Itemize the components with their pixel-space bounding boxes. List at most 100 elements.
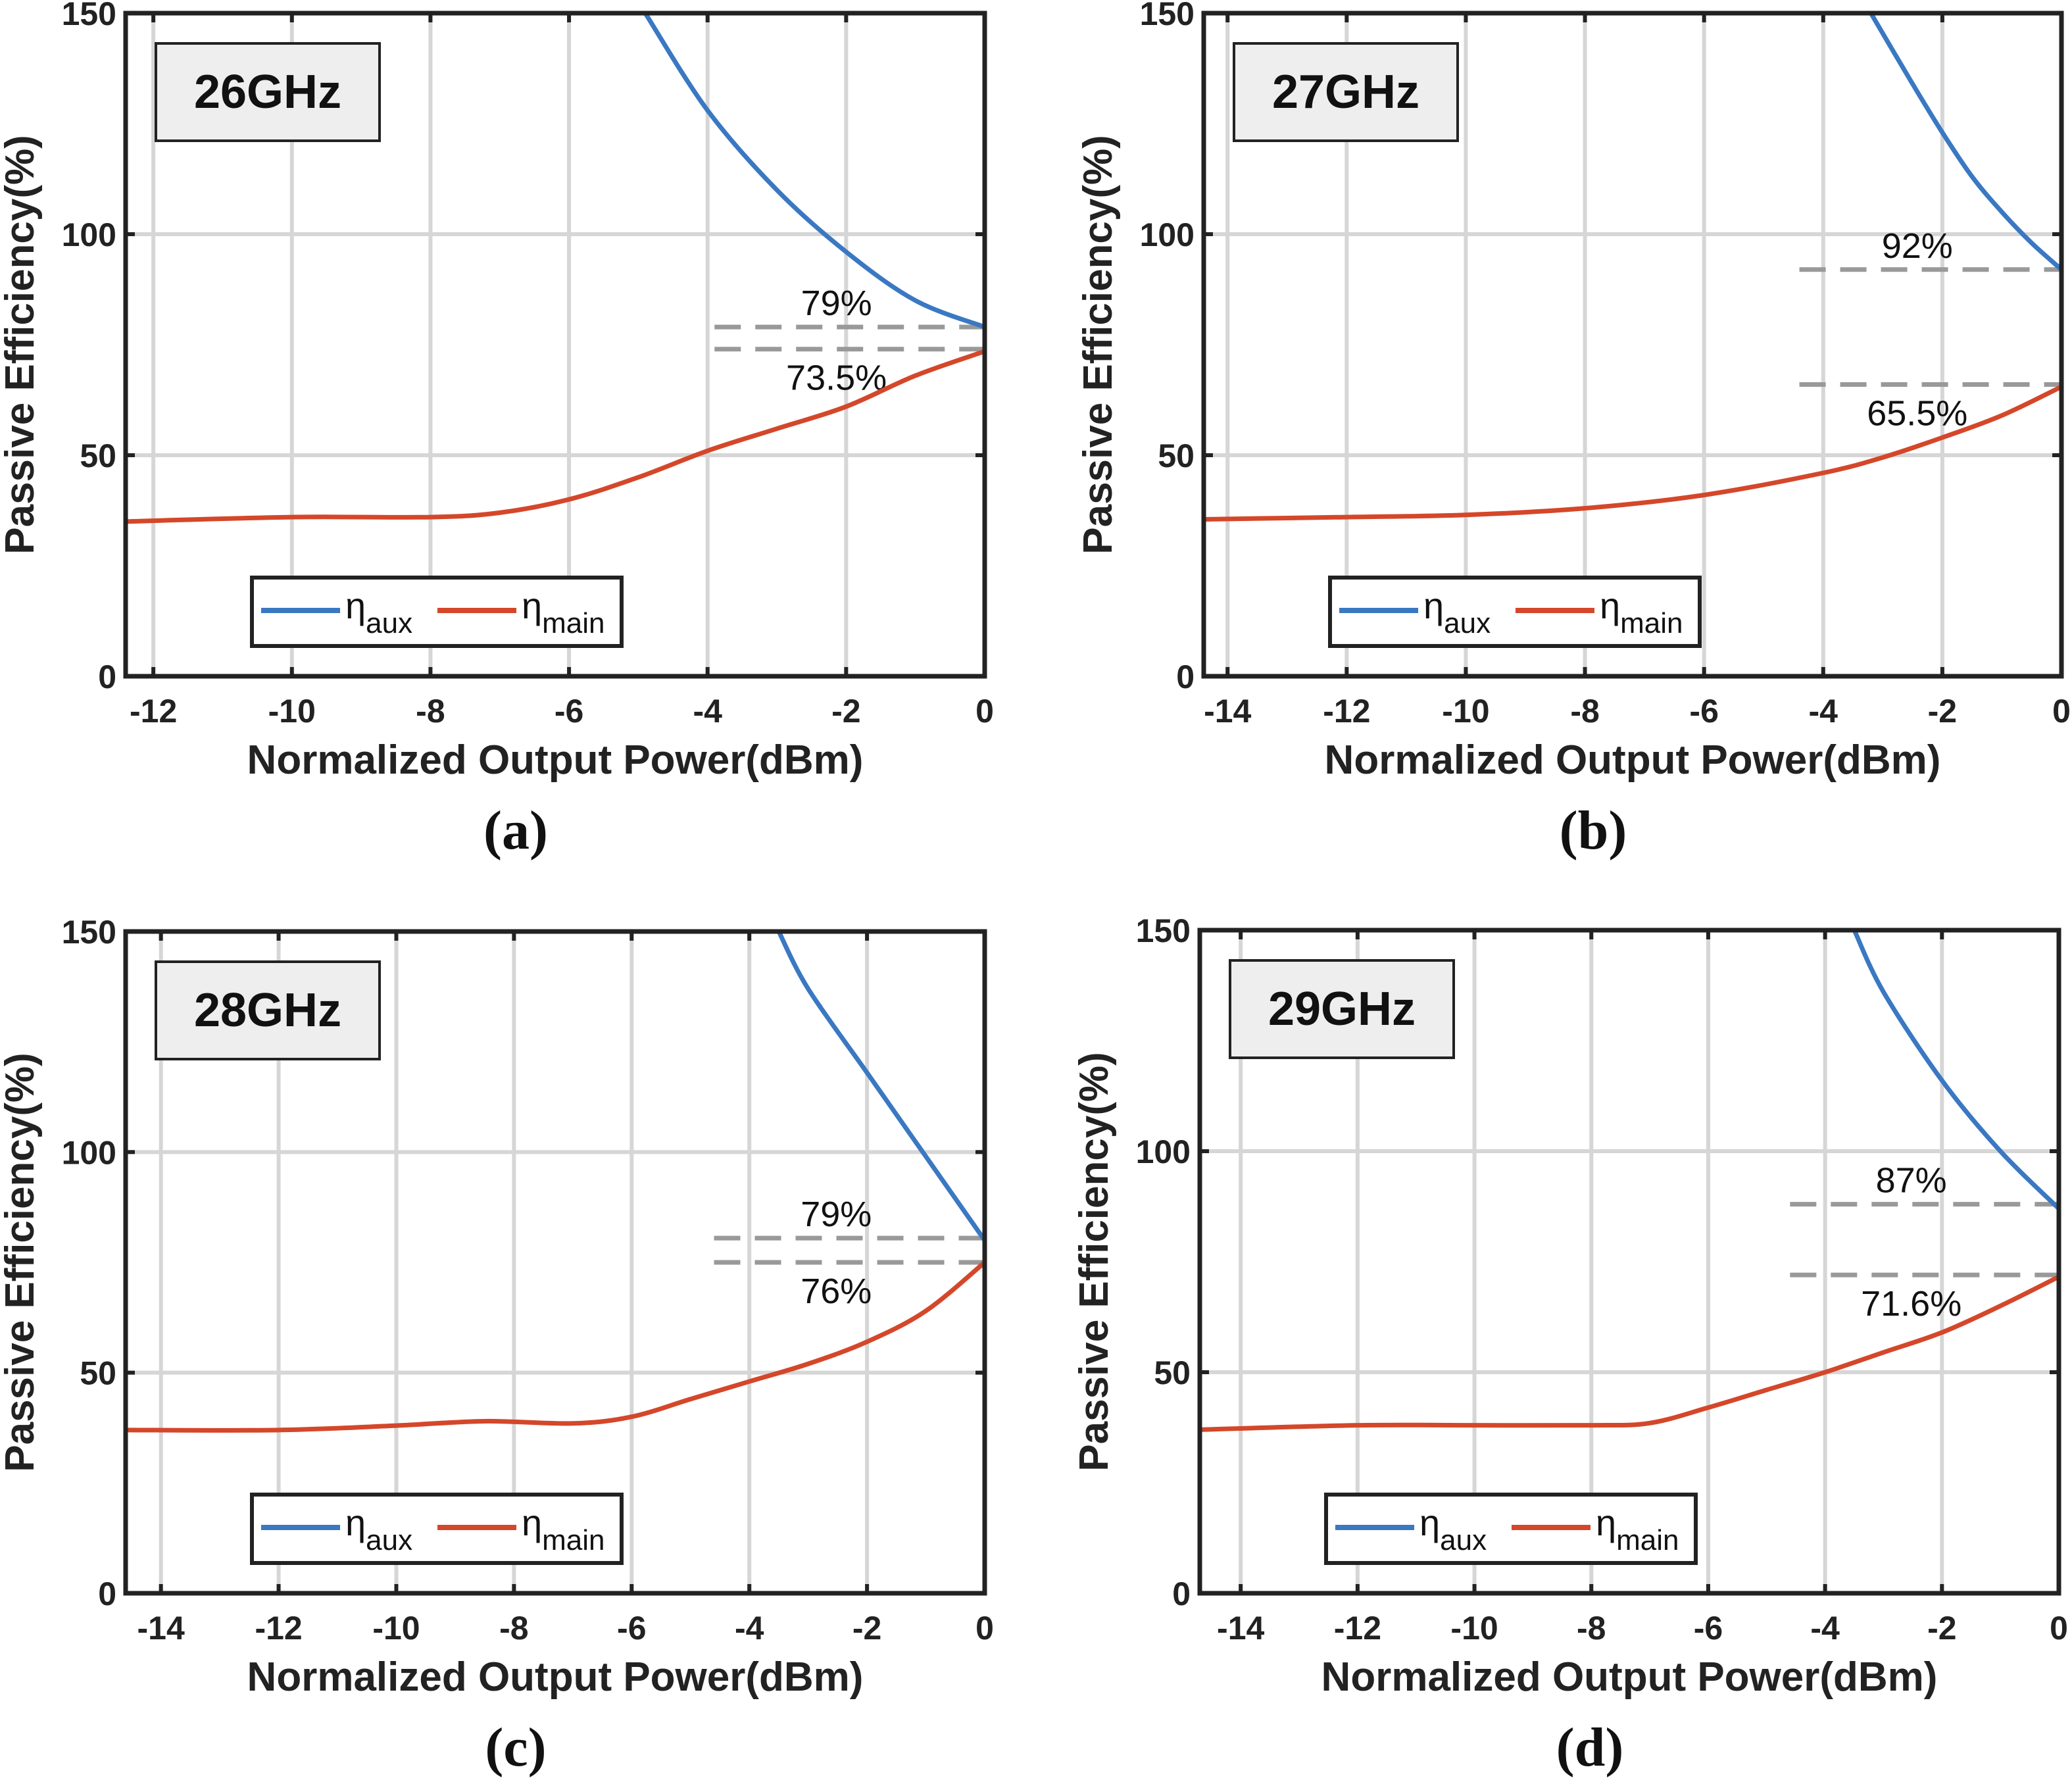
x-tick-label: -12 [255,1610,302,1647]
x-tick-label: -4 [1809,693,1838,730]
legend-symbol: η [345,1502,366,1543]
subfigure-caption: (b) [1560,800,1627,861]
x-tick-label: -14 [137,1610,185,1647]
x-tick-label: -2 [1927,1610,1956,1647]
reference-value-label: 92% [1882,226,1953,266]
x-tick-label: -6 [555,693,583,730]
frequency-box [155,42,381,142]
legend-subscript: main [542,607,604,639]
y-tick-label: 150 [1136,912,1191,949]
axes-frame [1197,928,2061,1596]
legend-symbol: η [522,1502,542,1543]
legend: ηaux ηmain [250,1493,624,1565]
legend-subscript: main [542,1524,604,1556]
x-tick-label: -4 [693,693,722,730]
y-axis-label: Passive Efficiency(%) [1072,1052,1117,1472]
axes-frame [1201,11,2064,679]
legend-subscript: aux [366,1524,412,1556]
x-tick-label: -2 [831,693,860,730]
x-tick-label: 0 [2052,693,2071,730]
axes-frame [123,11,987,679]
legend-label-aux: ηaux [1423,585,1491,639]
x-axis-label: Normalized Output Power(dBm) [247,737,864,783]
x-tick-label: -12 [1323,693,1370,730]
x-tick-label: -6 [617,1610,646,1647]
x-axis-label: Normalized Output Power(dBm) [1321,1654,1938,1700]
legend-symbol: η [345,585,366,626]
panel-b: -14 -12 -10 -8 -6 -4 -2 0 0 50 100 150 92% 65.5% 27GHz… [1075,0,2071,861]
reference-value-label: 73.5% [786,359,887,398]
x-axis-label: Normalized Output Power(dBm) [1325,737,1941,783]
panel-c: -14 -12 -10 -8 -6 -4 -2 005010015079%76%28GHzηa… [0,914,994,1778]
legend-label-main: ηmain [1600,585,1683,639]
series-line-main [1204,384,2061,522]
y-tick-label: 150 [1140,0,1195,32]
series-line-main [126,349,985,524]
reference-value-label: 71.6% [1861,1284,1961,1324]
frequency-label: 26GHz [194,66,341,118]
series-group [126,13,985,524]
y-tick-label: 50 [80,437,116,474]
legend-subscript: aux [1444,607,1491,639]
y-tick-label: 100 [62,1134,116,1171]
legend-symbol: η [1596,1502,1616,1543]
panel-a: -12 -10 -8 -6 -4 -2 005010015079%73.5%26GHzηau… [0,0,994,861]
reference-value-label: 87% [1876,1161,1947,1201]
x-tick-label: -10 [1450,1610,1498,1647]
legend-symbol: η [522,585,542,626]
legend-label-main: ηmain [522,1502,605,1556]
subfigure-caption: (a) [483,800,548,861]
legend-label-aux: ηaux [345,1502,412,1556]
legend-label-aux: ηaux [1419,1502,1487,1556]
reference-value-label: 79% [801,284,872,323]
y-tick-label: 50 [1158,437,1195,474]
legend-symbol: η [1423,585,1444,626]
frequency-box [155,960,381,1060]
y-axis-label: Passive Efficiency(%) [0,1053,43,1472]
x-tick-label: -8 [499,1610,528,1647]
frequency-box [1233,42,1459,142]
legend-symbol: η [1600,585,1620,626]
subfigure-caption: (d) [1556,1717,1624,1778]
series-line-main [1200,1274,2059,1432]
x-tick-label: -10 [372,1610,420,1647]
legend-subscript: main [1620,607,1683,639]
legend-subscript: aux [366,607,412,639]
legend-subscript: aux [1440,1524,1487,1556]
x-tick-label: -6 [1689,693,1718,730]
x-tick-label: -10 [268,693,316,730]
legend: ηaux ηmain [1328,576,1702,648]
legend-symbol: η [1419,1502,1440,1543]
y-tick-label: 0 [98,658,116,695]
y-tick-label: 100 [1136,1133,1191,1170]
legend: ηaux ηmain [250,576,624,648]
x-tick-label: -2 [1928,693,1957,730]
y-tick-label: 100 [1140,216,1195,253]
series-line-aux [1868,13,2061,272]
legend-label-main: ηmain [1596,1502,1679,1556]
y-tick-label: 50 [1154,1354,1191,1391]
y-tick-label: 0 [1172,1575,1191,1612]
x-tick-label: -12 [1334,1610,1381,1647]
legend-subscript: main [1616,1524,1679,1556]
x-tick-label: 0 [975,693,994,730]
series-line-aux [1852,930,2059,1211]
y-tick-label: 0 [98,1575,116,1612]
reference-value-label: 76% [801,1272,872,1311]
panel-d: -14 -12 -10 -8 -6 -4 -2 0 0 50 100 150 87% 71.6% 29GHz… [1072,912,2068,1778]
legend-label-aux: ηaux [345,585,412,639]
reference-value-label: 65.5% [1867,393,1967,433]
legend: ηaux ηmain [1324,1493,1698,1565]
x-tick-label: -14 [1217,1610,1264,1647]
y-axis-label: Passive Efficiency(%) [1075,135,1121,555]
subfigure-caption: (c) [485,1717,546,1778]
x-tick-label: 0 [2050,1610,2068,1647]
x-tick-label: -10 [1442,693,1489,730]
axes-frame [123,929,987,1596]
y-tick-label: 150 [62,914,116,951]
series-line-aux [776,931,985,1243]
x-tick-label: -2 [852,1610,881,1647]
series-line-aux [643,13,985,330]
x-tick-label: -8 [1570,693,1599,730]
